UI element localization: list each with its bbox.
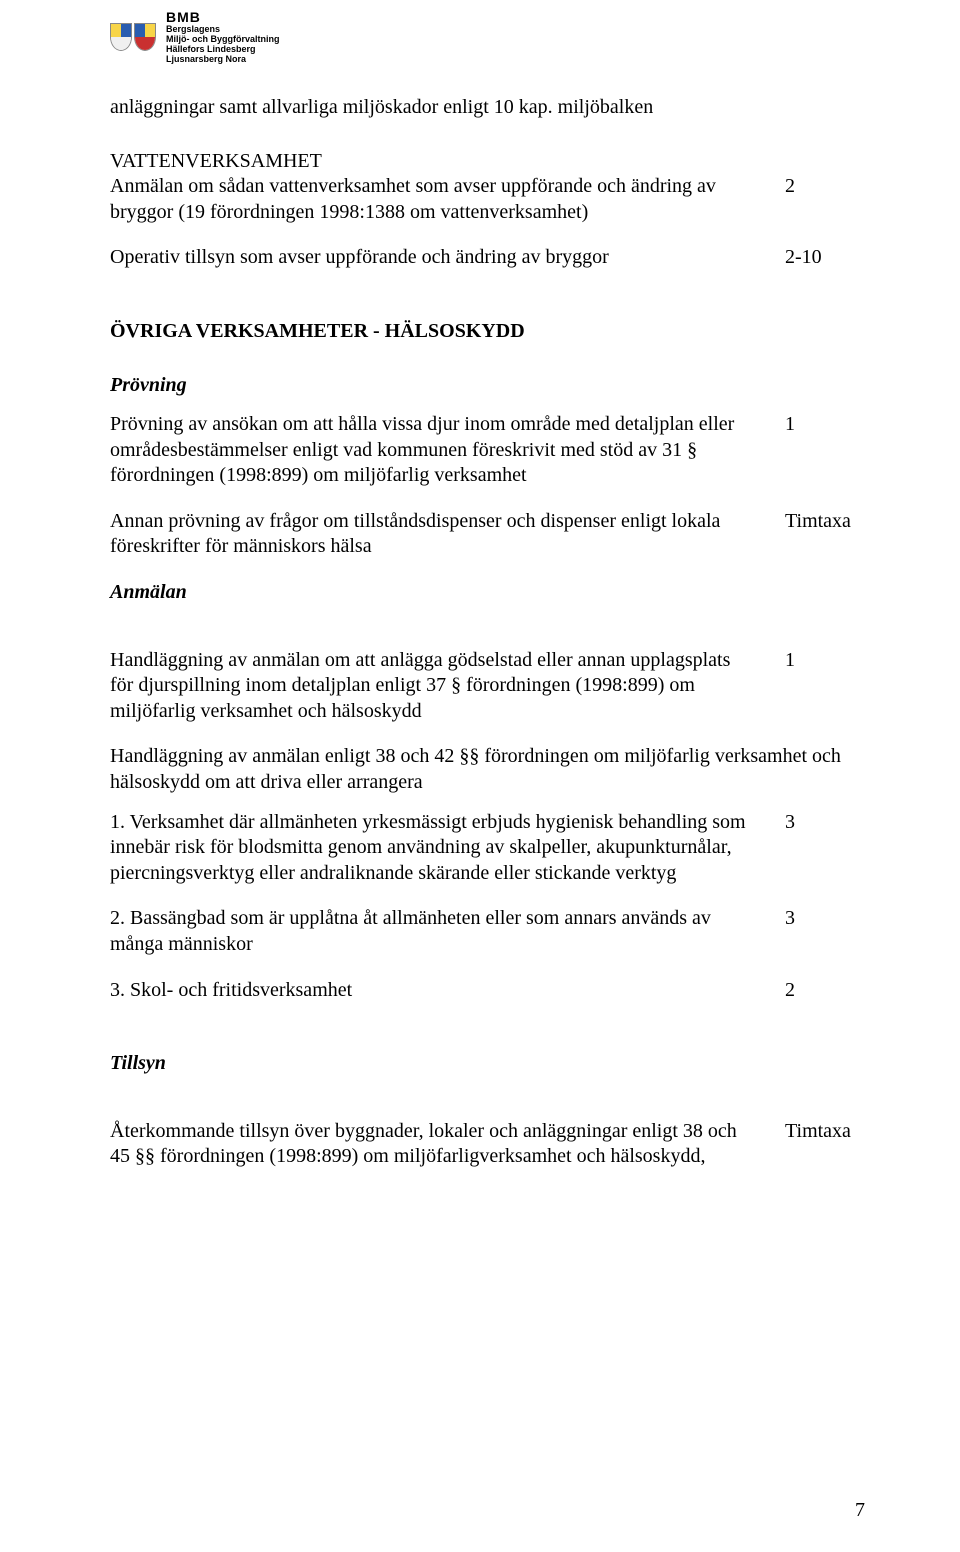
- crest-group: [110, 23, 156, 51]
- list-item-value: 2: [785, 978, 875, 1004]
- list-item-text: 2. Bassängbad som är upplåtna åt allmänh…: [110, 906, 785, 957]
- subsection-label: Tillsyn: [110, 1051, 875, 1077]
- item-value: Timtaxa: [785, 1119, 875, 1145]
- letterhead-text: BMB Bergslagens Miljö- och Byggförvaltni…: [166, 10, 280, 65]
- item-value: 1: [785, 648, 875, 674]
- item-text: Operativ tillsyn som avser uppförande oc…: [110, 245, 785, 271]
- section-heading: VATTENVERKSAMHET: [110, 149, 875, 175]
- item-text: Återkommande tillsyn över byggnader, lok…: [110, 1119, 785, 1170]
- item-value: 1: [785, 412, 875, 438]
- letterhead: BMB Bergslagens Miljö- och Byggförvaltni…: [110, 10, 875, 65]
- item-row: Prövning av ansökan om att hålla vissa d…: [110, 412, 875, 489]
- item-row: Annan prövning av frågor om tillståndsdi…: [110, 509, 875, 560]
- org-acronym: BMB: [166, 10, 280, 25]
- item-row: Handläggning av anmälan om att anlägga g…: [110, 648, 875, 725]
- item-row: Anmälan om sådan vattenverksamhet som av…: [110, 174, 875, 225]
- crest-q2: [145, 24, 155, 37]
- item-value: Timtaxa: [785, 509, 875, 535]
- item-value: 2-10: [785, 245, 875, 271]
- document-page: BMB Bergslagens Miljö- och Byggförvaltni…: [0, 0, 960, 1552]
- item-text: Annan prövning av frågor om tillståndsdi…: [110, 509, 785, 560]
- crest-q1: [111, 24, 121, 37]
- crest-q1: [135, 24, 145, 37]
- subsection-label: Anmälan: [110, 580, 875, 606]
- crest-q3: [135, 37, 155, 50]
- page-number: 7: [855, 1499, 865, 1522]
- item-row: Operativ tillsyn som avser uppförande oc…: [110, 245, 875, 271]
- list-item-text: 1. Verksamhet där allmänheten yrkesmässi…: [110, 810, 785, 887]
- list-item-row: 3. Skol- och fritidsverksamhet 2: [110, 978, 875, 1004]
- subsection-label: Prövning: [110, 373, 875, 399]
- crest-q2: [121, 24, 131, 37]
- item-text: Prövning av ansökan om att hålla vissa d…: [110, 412, 785, 489]
- crest-q3: [111, 37, 131, 50]
- list-item-value: 3: [785, 906, 875, 932]
- intro-paragraph: anläggningar samt allvarliga miljöskador…: [110, 95, 875, 121]
- item-value: 2: [785, 174, 875, 200]
- item-row: Återkommande tillsyn över byggnader, lok…: [110, 1119, 875, 1170]
- item-text: Anmälan om sådan vattenverksamhet som av…: [110, 174, 785, 225]
- crest-icon: [110, 23, 132, 51]
- list-item-row: 1. Verksamhet där allmänheten yrkesmässi…: [110, 810, 875, 887]
- org-line: Ljusnarsberg Nora: [166, 55, 280, 65]
- item-text: Handläggning av anmälan enligt 38 och 42…: [110, 744, 875, 795]
- section-heading: ÖVRIGA VERKSAMHETER - HÄLSOSKYDD: [110, 319, 875, 345]
- list-item-row: 2. Bassängbad som är upplåtna åt allmänh…: [110, 906, 875, 957]
- list-item-text: 3. Skol- och fritidsverksamhet: [110, 978, 785, 1004]
- list-item-value: 3: [785, 810, 875, 836]
- item-text: Handläggning av anmälan om att anlägga g…: [110, 648, 785, 725]
- crest-icon: [134, 23, 156, 51]
